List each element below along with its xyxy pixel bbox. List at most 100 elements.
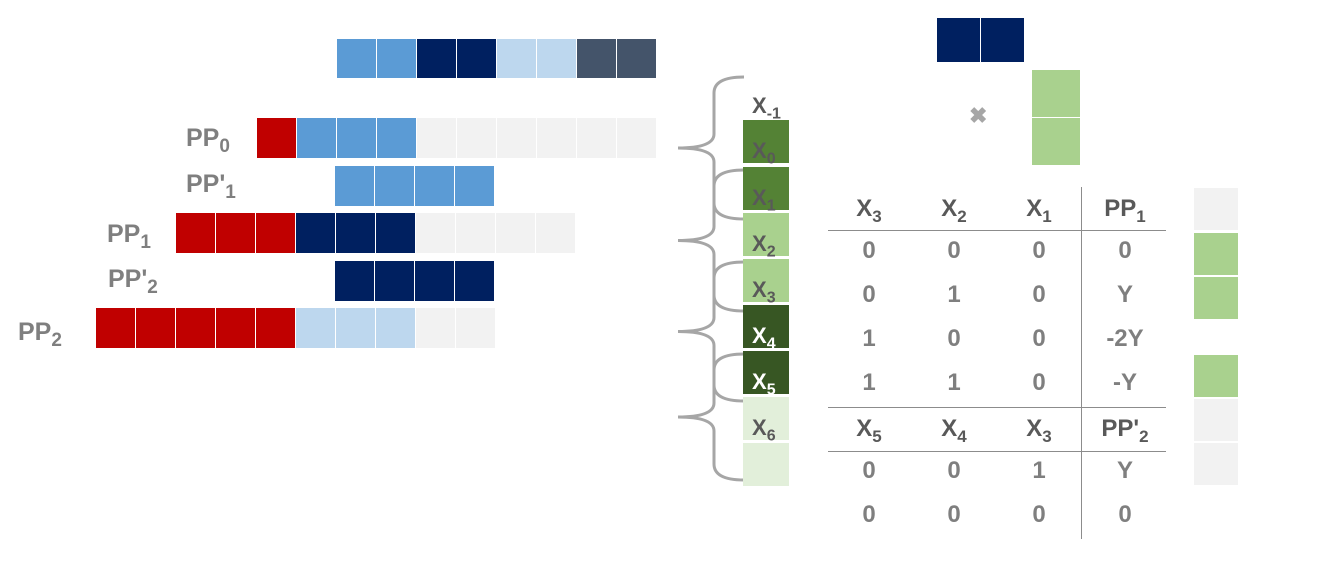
- multiplicand-cell: [337, 39, 377, 78]
- side-square: [1194, 233, 1238, 276]
- table-cell: 0: [862, 281, 876, 308]
- table-cell: 0: [1032, 369, 1046, 396]
- pp-cell: [336, 213, 376, 253]
- pp-label: PP0: [186, 124, 230, 157]
- table-header: X3: [856, 195, 882, 226]
- pp-cell: [337, 118, 377, 158]
- side-square: [1194, 355, 1238, 398]
- pp-cell: [417, 118, 457, 158]
- pp-cell: [455, 261, 495, 301]
- table-divider-horizontal: [828, 407, 1166, 408]
- pp-cell: [176, 213, 216, 253]
- table-cell: 0: [1032, 325, 1046, 352]
- pp-cell: [537, 118, 577, 158]
- table-header: X2: [941, 195, 967, 226]
- side-square: [1194, 399, 1238, 442]
- pp-label: PP'1: [186, 170, 236, 203]
- navy-square: [981, 18, 1025, 62]
- multiplier-cell: [743, 397, 789, 441]
- table-cell: 0: [862, 501, 876, 528]
- table-divider-vertical: [1081, 187, 1082, 539]
- pp-cell: [416, 213, 456, 253]
- pp-label: PP'2: [108, 265, 158, 298]
- table-cell: -2Y: [1106, 325, 1144, 352]
- multiplier-label: X3: [752, 277, 776, 307]
- pp-cell: [457, 118, 497, 158]
- pp-cell: [216, 308, 256, 348]
- table-divider-horizontal: [828, 230, 1166, 231]
- multiplier-cell: [743, 167, 789, 211]
- table-cell: 1: [947, 369, 961, 396]
- side-square: [1194, 188, 1238, 231]
- table-cell: 0: [947, 501, 961, 528]
- pp-cell: [577, 118, 617, 158]
- multiplicand-cell: [457, 39, 497, 78]
- table-cell: 0: [862, 457, 876, 484]
- multiplier-label: X1: [752, 185, 776, 215]
- table-cell: 1: [1032, 457, 1046, 484]
- table-cell: 0: [1118, 237, 1132, 264]
- multiplier-cell: [743, 443, 789, 487]
- pp-cell: [375, 261, 415, 301]
- table-header: X5: [856, 415, 882, 446]
- brace: [677, 75, 745, 221]
- table-header: X4: [941, 415, 967, 446]
- multiplier-label: X5: [752, 369, 776, 399]
- multiplicand-cell: [377, 39, 417, 78]
- side-square: [1194, 277, 1238, 320]
- brace: [677, 352, 745, 482]
- pp-cell: [415, 261, 455, 301]
- navy-square: [937, 18, 981, 62]
- pp-cell: [297, 118, 337, 158]
- pp-cell: [335, 166, 375, 206]
- multiplier-cell: [743, 305, 789, 349]
- side-square: [1194, 443, 1238, 486]
- pp-label: PP1: [107, 220, 151, 253]
- multiplier-cell: [743, 259, 789, 303]
- pp-cell: [336, 308, 376, 348]
- multiplier-label: X6: [752, 415, 776, 445]
- table-cell: 0: [1118, 501, 1132, 528]
- green-square: [1032, 118, 1080, 166]
- multiplicand-cell: [497, 39, 537, 78]
- table-cell: 0: [947, 237, 961, 264]
- table-cell: Y: [1116, 281, 1133, 308]
- multiplicand-cell: [417, 39, 457, 78]
- table-header: X3: [1026, 415, 1052, 446]
- multiplier-label: X0: [752, 138, 776, 168]
- pp-label: PP2: [18, 318, 62, 351]
- pp-cell: [456, 213, 496, 253]
- table-header: PP'2: [1101, 415, 1149, 446]
- brace: [677, 260, 745, 403]
- multiplicand-cell: [537, 39, 577, 78]
- pp-cell: [376, 213, 416, 253]
- table-cell: 0: [1032, 281, 1046, 308]
- multiplier-cell: [743, 120, 789, 164]
- table-cell: 0: [947, 457, 961, 484]
- multiplier-cell: [743, 213, 789, 257]
- times-icon: ✖: [969, 103, 988, 128]
- pp-cell: [455, 166, 495, 206]
- pp-cell: [335, 261, 375, 301]
- pp-cell: [96, 308, 136, 348]
- pp-cell: [216, 213, 256, 253]
- pp-cell: [497, 118, 537, 158]
- table-cell: 1: [862, 325, 876, 352]
- table-cell: 0: [862, 237, 876, 264]
- green-square: [1032, 70, 1080, 118]
- pp-cell: [415, 166, 455, 206]
- table-cell: 0: [1032, 237, 1046, 264]
- pp-cell: [377, 118, 417, 158]
- table-cell: 1: [947, 281, 961, 308]
- pp-cell: [617, 118, 657, 158]
- multiplier-cell: [743, 351, 789, 395]
- pp-cell: [256, 308, 296, 348]
- multiplier-label: X-1: [752, 93, 781, 123]
- pp-cell: [456, 308, 496, 348]
- pp-cell: [376, 308, 416, 348]
- multiplicand-cell: [577, 39, 617, 78]
- table-cell: 0: [947, 325, 961, 352]
- table-cell: -Y: [1113, 369, 1137, 396]
- brace: [677, 168, 745, 313]
- pp-cell: [136, 308, 176, 348]
